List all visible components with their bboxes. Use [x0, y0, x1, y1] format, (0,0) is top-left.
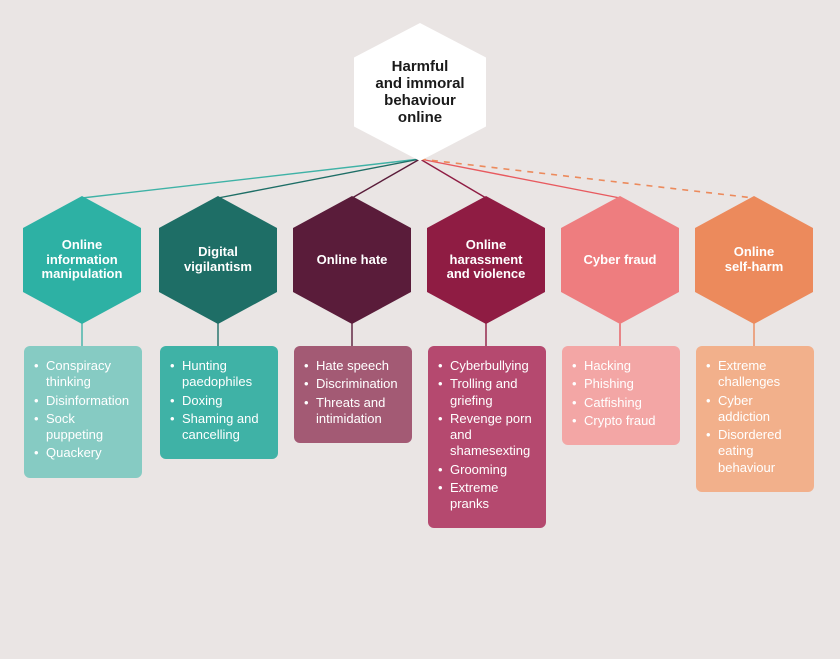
list-item: Quackery: [34, 445, 132, 461]
items-box-info-manipulation: Conspiracy thinking Disinformation Sock pu…: [24, 346, 142, 478]
list-item: Threats and intimidation: [304, 395, 402, 428]
items-list-digital-vigilantism: Hunting paedophiles Doxing Shaming and can…: [170, 358, 268, 443]
list-item: Disinformation: [34, 393, 132, 409]
list-item: Discrimination: [304, 376, 402, 392]
root-hexagon: Harmfuland immoralbehaviouronline: [354, 23, 486, 161]
items-box-harassment-violence: Cyberbullying Trolling and griefingReveng…: [428, 346, 546, 528]
diagram-canvas: Harmfuland immoralbehaviouronline Online…: [0, 0, 840, 659]
list-item: Extreme pranks: [438, 480, 536, 513]
category-label-harassment-violence: Onlineharassmentand violence: [437, 238, 536, 283]
items-box-cyber-fraud: Hacking Phishing Catfishing Crypto fraud: [562, 346, 680, 445]
items-box-digital-vigilantism: Hunting paedophiles Doxing Shaming and can…: [160, 346, 278, 459]
list-item: Trolling and griefing: [438, 376, 536, 409]
list-item: Shaming and cancelling: [170, 411, 268, 444]
list-item: Sock puppeting: [34, 411, 132, 444]
list-item: Phishing: [572, 376, 670, 392]
connector-root-to-online-self-harm: [420, 159, 754, 198]
connector-root-to-digital-vigilantism: [218, 159, 420, 198]
category-label-digital-vigilantism: Digitalvigilantism: [174, 245, 262, 275]
list-item: Revenge porn and shamesexting: [438, 411, 536, 460]
category-label-online-hate: Online hate: [307, 253, 398, 268]
items-box-online-self-harm: Extreme challengesCyber addictionDisorde…: [696, 346, 814, 492]
category-hex-online-self-harm: Onlineself-harm: [695, 196, 813, 324]
category-label-online-self-harm: Onlineself-harm: [715, 245, 794, 275]
list-item: Crypto fraud: [572, 413, 670, 429]
category-hex-harassment-violence: Onlineharassmentand violence: [427, 196, 545, 324]
category-hex-info-manipulation: Onlineinformationmanipulation: [23, 196, 141, 324]
items-list-online-self-harm: Extreme challengesCyber addictionDisorde…: [706, 358, 804, 476]
category-hex-cyber-fraud: Cyber fraud: [561, 196, 679, 324]
items-list-info-manipulation: Conspiracy thinking Disinformation Sock pu…: [34, 358, 132, 462]
category-label-info-manipulation: Onlineinformationmanipulation: [32, 238, 133, 283]
items-box-online-hate: Hate speech Discrimination Threats and int…: [294, 346, 412, 443]
list-item: Grooming: [438, 462, 536, 478]
items-list-online-hate: Hate speech Discrimination Threats and int…: [304, 358, 402, 427]
list-item: Hate speech: [304, 358, 402, 374]
items-list-harassment-violence: Cyberbullying Trolling and griefingReveng…: [438, 358, 536, 512]
category-hex-digital-vigilantism: Digitalvigilantism: [159, 196, 277, 324]
connector-root-to-online-hate: [352, 159, 420, 198]
connector-root-to-info-manipulation: [82, 159, 420, 198]
category-hex-online-hate: Online hate: [293, 196, 411, 324]
list-item: Disordered eating behaviour: [706, 427, 804, 476]
root-label: Harmfuland immoralbehaviouronline: [365, 58, 474, 127]
list-item: Hacking: [572, 358, 670, 374]
list-item: Cyber addiction: [706, 393, 804, 426]
list-item: Hunting paedophiles: [170, 358, 268, 391]
list-item: Catfishing: [572, 395, 670, 411]
connector-root-to-cyber-fraud: [420, 159, 620, 198]
items-list-cyber-fraud: Hacking Phishing Catfishing Crypto fraud: [572, 358, 670, 429]
connector-root-to-harassment-violence: [420, 159, 486, 198]
list-item: Doxing: [170, 393, 268, 409]
list-item: Extreme challenges: [706, 358, 804, 391]
category-label-cyber-fraud: Cyber fraud: [574, 253, 667, 268]
list-item: Cyberbullying: [438, 358, 536, 374]
list-item: Conspiracy thinking: [34, 358, 132, 391]
